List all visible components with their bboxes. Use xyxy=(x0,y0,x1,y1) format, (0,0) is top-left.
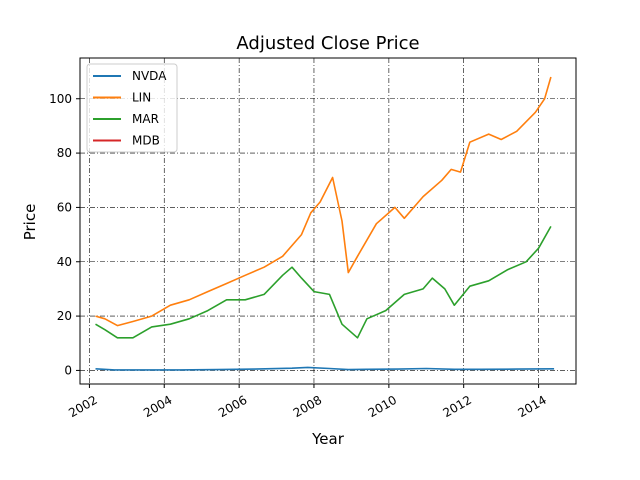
y-axis: 0 20 40 60 80 100 xyxy=(49,92,80,377)
legend-label-nvda: NVDA xyxy=(132,69,167,83)
series-line-mar xyxy=(95,226,552,339)
x-tick-label: 2012 xyxy=(441,393,474,420)
series-line-lin xyxy=(95,76,552,327)
y-tick-label: 0 xyxy=(64,363,72,377)
grid xyxy=(80,58,576,384)
x-tick-label: 2010 xyxy=(366,393,399,420)
x-tick-label: 2002 xyxy=(66,393,99,420)
y-axis-label: Price xyxy=(21,204,39,241)
x-axis: 2002 2004 2006 2008 2010 2012 2014 xyxy=(66,384,549,420)
series-line-nvda xyxy=(95,366,555,371)
legend-label-lin: LIN xyxy=(132,91,151,105)
x-tick-label: 2014 xyxy=(515,393,548,420)
legend-box xyxy=(86,63,178,153)
y-tick-label: 20 xyxy=(57,309,72,323)
series-lines xyxy=(95,76,555,371)
chart-title: Adjusted Close Price xyxy=(236,33,419,54)
legend: NVDA LIN MAR MDB xyxy=(86,63,178,153)
y-tick-label: 60 xyxy=(57,200,72,214)
y-tick-label: 80 xyxy=(57,146,72,160)
legend-label-mdb: MDB xyxy=(132,134,160,148)
x-axis-label: Year xyxy=(311,430,345,448)
y-tick-label: 40 xyxy=(57,255,72,269)
x-tick-label: 2004 xyxy=(141,393,174,420)
legend-label-mar: MAR xyxy=(132,112,159,126)
plot-frame xyxy=(79,57,577,385)
x-tick-label: 2008 xyxy=(291,393,324,420)
y-tick-label: 100 xyxy=(49,92,72,106)
x-tick-label: 2006 xyxy=(216,393,249,420)
